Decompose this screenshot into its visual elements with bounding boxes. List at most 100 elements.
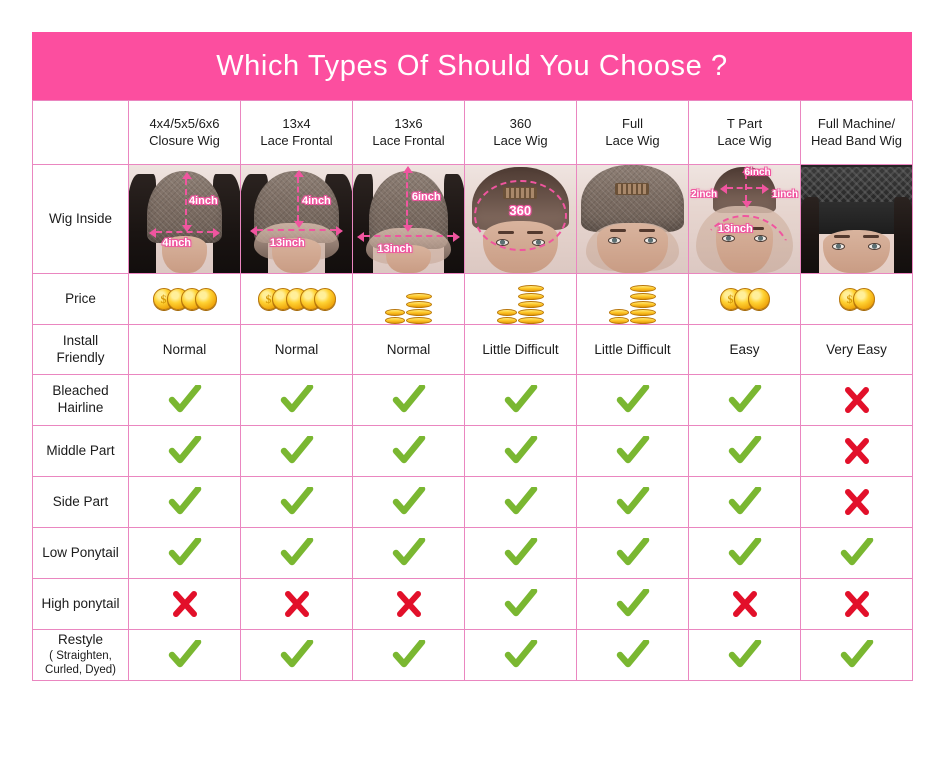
column-header-line2: Head Band Wig	[810, 132, 903, 148]
coin-disc	[518, 301, 544, 308]
mark-cell	[352, 629, 465, 681]
row-middle-part: Middle Part	[32, 425, 913, 477]
column-header-line1: Full	[622, 116, 643, 132]
coin-disc	[630, 285, 656, 292]
coin-stack-group	[465, 274, 576, 324]
check-mark-icon	[465, 630, 576, 680]
row-label-side-part: Side Part	[32, 476, 129, 528]
mark-cell	[576, 374, 689, 426]
measure-arrow-horizontal	[148, 228, 221, 238]
price-closure: $	[128, 273, 241, 325]
coin-stack	[518, 285, 544, 324]
coin-stack	[385, 309, 405, 324]
annotation-vertical-inches: 4inch	[188, 195, 218, 207]
measure-arrow-horizontal	[357, 232, 460, 242]
annotation-horizontal-inches: 13inch	[269, 237, 305, 249]
coin-stack	[609, 309, 629, 324]
column-header-13x6: 13x6 Lace Frontal	[352, 100, 465, 165]
check-mark-icon	[801, 528, 912, 578]
row-restyle: Restyle ( Straighten, Curled, Dyed)	[32, 629, 913, 681]
title-banner: Which Types Of Should You Choose ?	[32, 32, 912, 100]
cross-mark-icon	[801, 426, 912, 476]
coin-disc	[385, 309, 405, 316]
coin-disc	[518, 309, 544, 316]
coin-disc	[518, 317, 544, 324]
coin-stack	[406, 293, 432, 324]
coin-disc	[609, 317, 629, 324]
column-header-t-part: T Part Lace Wig	[688, 100, 801, 165]
column-header-360: 360 Lace Wig	[464, 100, 577, 165]
row-low-ponytail: Low Ponytail	[32, 527, 913, 579]
install-value-full-machine: Very Easy	[800, 324, 913, 375]
mark-cell	[800, 527, 913, 579]
column-header-line2: Lace Wig	[493, 132, 548, 148]
check-mark-icon	[129, 477, 240, 527]
check-mark-icon	[577, 528, 688, 578]
mark-cell	[576, 629, 689, 681]
column-header-line2: Lace Wig	[605, 132, 660, 148]
annotation-top-inches: 6inch	[744, 167, 771, 178]
row-label-price: Price	[32, 273, 129, 325]
price-t-part: $	[688, 273, 801, 325]
measure-curve-horizontal	[695, 214, 794, 265]
check-mark-icon	[465, 528, 576, 578]
cross-mark-icon	[241, 579, 352, 629]
mark-cell	[800, 476, 913, 528]
measure-ellipse-360	[473, 180, 568, 252]
coin-group: $	[801, 274, 912, 324]
coin-group: $	[129, 274, 240, 324]
coin-stack-group	[577, 274, 688, 324]
coin-stack	[497, 309, 517, 324]
install-value-13x4: Normal	[240, 324, 353, 375]
mark-cell	[688, 578, 801, 630]
column-header-line1: 13x4	[282, 116, 311, 132]
coin-disc	[630, 309, 656, 316]
check-mark-icon	[689, 375, 800, 425]
annotation-vertical-inches: 6inch	[411, 191, 441, 203]
annotation-horizontal-inches: 13inch	[717, 223, 753, 235]
column-header-13x4: 13x4 Lace Frontal	[240, 100, 353, 165]
mark-cell	[688, 629, 801, 681]
coin-disc	[609, 309, 629, 316]
coin-disc	[497, 309, 517, 316]
check-mark-icon	[353, 426, 464, 476]
mark-cell	[800, 578, 913, 630]
column-header-line1: 4x4/5x5/6x6	[149, 116, 220, 132]
cross-mark-icon	[129, 579, 240, 629]
coin-disc	[518, 293, 544, 300]
column-header-line2: Lace Wig	[717, 132, 772, 148]
mark-cell	[352, 527, 465, 579]
price-full-machine: $	[800, 273, 913, 325]
column-header-closure: 4x4/5x5/6x6 Closure Wig	[128, 100, 241, 165]
mark-cell	[240, 374, 353, 426]
measure-arrow-horizontal	[249, 226, 344, 236]
mark-cell	[240, 527, 353, 579]
check-mark-icon	[353, 477, 464, 527]
mark-cell	[464, 374, 577, 426]
mark-cell	[240, 476, 353, 528]
column-header-line2: Lace Frontal	[372, 132, 445, 148]
mark-cell	[128, 578, 241, 630]
price-13x4: $	[240, 273, 353, 325]
check-mark-icon	[689, 528, 800, 578]
cross-mark-icon	[353, 579, 464, 629]
check-mark-icon	[577, 630, 688, 680]
row-label-line1: Install	[62, 332, 99, 348]
column-header-full-lace: Full Lace Wig	[576, 100, 689, 165]
row-label-line1: Bleached	[52, 383, 109, 399]
mark-cell	[352, 578, 465, 630]
cross-mark-icon	[801, 477, 912, 527]
check-mark-icon	[801, 630, 912, 680]
mark-cell	[128, 476, 241, 528]
mark-cell	[576, 476, 689, 528]
coin-disc	[497, 317, 517, 324]
row-high-ponytail: High ponytail	[32, 578, 913, 630]
check-mark-icon	[689, 426, 800, 476]
mark-cell	[352, 476, 465, 528]
coin-disc	[630, 301, 656, 308]
wig-image-closure: 4inch 4inch	[128, 164, 241, 274]
install-value-t-part: Easy	[688, 324, 801, 375]
measure-arrow-vertical	[293, 170, 304, 228]
row-label-bleached-hairline: Bleached Hairline	[32, 374, 129, 426]
check-mark-icon	[577, 375, 688, 425]
